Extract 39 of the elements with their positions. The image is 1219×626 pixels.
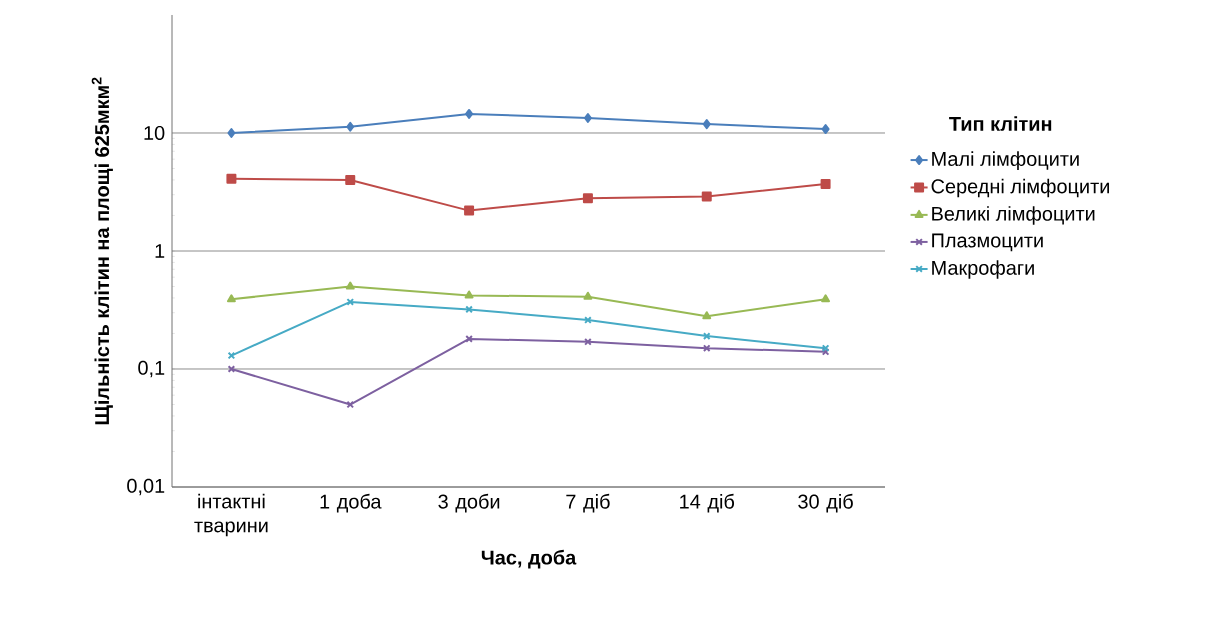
legend-label: Середні лімфоцити <box>931 178 1109 198</box>
point <box>583 113 592 123</box>
x-axis-title: Час, доба <box>481 549 577 569</box>
point <box>702 119 711 130</box>
y-tick-label: 0,01 <box>127 478 165 496</box>
legend-label: Великі лімфоцити <box>932 206 1095 225</box>
point <box>226 294 236 303</box>
point <box>345 281 355 290</box>
y-tick-label: 1 <box>155 244 165 258</box>
point <box>821 294 831 303</box>
point <box>227 128 236 138</box>
point <box>345 174 356 185</box>
legend-label: Плазмоцити <box>932 233 1043 252</box>
point <box>583 291 593 300</box>
point <box>464 290 474 299</box>
x-tick-label: 14 діб <box>680 493 735 513</box>
point <box>227 351 236 360</box>
y-tick-label: 0,1 <box>138 360 165 378</box>
y-axis-title: Щільність клітин на площі 625мкм$^{2}$ <box>91 77 113 425</box>
y-tick-label: 10 <box>144 125 165 141</box>
point <box>464 205 475 216</box>
point <box>820 178 831 189</box>
point <box>702 332 711 340</box>
point <box>821 124 830 135</box>
x-tick-label: 7 діб <box>566 493 610 513</box>
legend-label: Малі лімфоцити <box>932 151 1079 170</box>
x-tick-label: 1 доба <box>320 493 382 513</box>
point <box>702 311 712 320</box>
point <box>582 193 593 204</box>
point <box>346 121 355 132</box>
legend-label: Макрофаги <box>932 260 1034 279</box>
point <box>346 400 355 409</box>
point <box>701 191 712 202</box>
legend-title: Тип клітин <box>949 116 1052 131</box>
x-tick-label: 30 діб <box>798 493 853 513</box>
point <box>226 173 237 184</box>
point <box>465 108 474 119</box>
x-tick-label: інтактні тварини <box>194 493 268 537</box>
x-tick-label: 3 доби <box>438 493 500 513</box>
